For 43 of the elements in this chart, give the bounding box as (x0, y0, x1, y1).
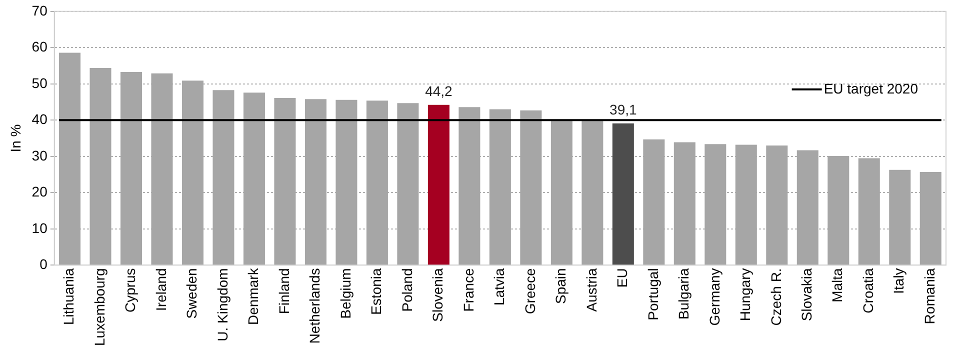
x-tick-label: Germany (706, 268, 722, 326)
x-tick-label: France (460, 268, 476, 312)
x-tick-label: Greece (522, 268, 538, 314)
x-tick-label: Italy (890, 268, 907, 294)
x-tick-label: Denmark (245, 267, 262, 325)
x-tick-label: U. Kingdom (214, 268, 230, 342)
y-axis-title: In % (7, 124, 24, 152)
x-tick-label: Portugal (644, 268, 661, 320)
bar (428, 104, 450, 265)
x-tick-label: Latvia (491, 268, 508, 306)
x-tick-label: Luxembourg (91, 268, 108, 346)
x-tick-label: Lithuania (60, 268, 77, 325)
bar (612, 123, 634, 265)
x-tick-label: Estonia (368, 268, 384, 315)
y-tick-label: 50 (32, 74, 48, 91)
x-tick-label: Czech R. (768, 268, 784, 326)
y-tick-label: 60 (32, 38, 48, 55)
y-tick-label: 20 (32, 184, 48, 200)
y-tick-label: 30 (32, 147, 48, 164)
x-tick-label: Belgium (337, 268, 354, 319)
y-tick-label: 0 (40, 256, 48, 272)
data-label: 39,1 (610, 101, 638, 118)
x-tick-label: Austria (583, 268, 600, 312)
x-tick-label: EU (614, 268, 630, 288)
x-tick-label: Croatia (860, 268, 876, 314)
x-tick-label: Ireland (152, 268, 169, 311)
y-tick-label: 10 (32, 220, 48, 236)
x-tick-label: Malta (829, 268, 846, 302)
x-tick-label: Finland (276, 268, 292, 314)
x-tick-label: Spain (552, 268, 569, 304)
x-tick-label: Sweden (184, 268, 200, 319)
x-tick-label: Slovakia (798, 268, 815, 322)
y-tick-label: 70 (32, 2, 48, 18)
x-tick-label: Romania (921, 268, 938, 324)
x-tick-label: Bulgaria (676, 268, 692, 320)
x-tick-label: Hungary (737, 268, 754, 322)
legend-label: EU target 2020 (824, 80, 918, 96)
x-tick-label: Slovenia (430, 268, 446, 322)
x-tick-label: Netherlands (306, 268, 323, 344)
x-tick-label: Cyprus (122, 268, 138, 313)
y-tick-label: 40 (32, 111, 48, 128)
x-tick-label: Poland (398, 268, 415, 312)
data-label: 44,2 (425, 82, 453, 99)
